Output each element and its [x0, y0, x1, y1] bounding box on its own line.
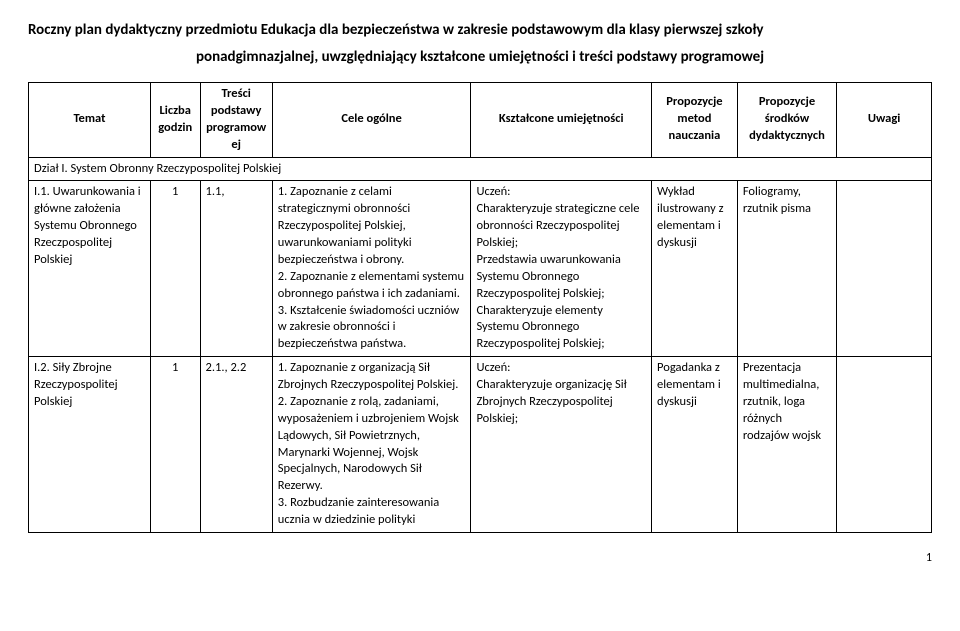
cell-uwagi [837, 357, 932, 533]
cell-srodki: Prezentacja multimedialna, rzutnik, loga… [737, 357, 836, 533]
header-metod: Propozycje metod nauczania [652, 83, 738, 158]
table-row: I.2. Siły Zbrojne Rzeczypospolitej Polsk… [29, 357, 932, 533]
table-header-row: Temat Liczba godzin Treści podstawy prog… [29, 83, 932, 158]
header-srodki: Propozycje środków dydaktycznych [737, 83, 836, 158]
page-number: 1 [28, 551, 932, 565]
header-cele: Cele ogólne [272, 83, 471, 158]
cell-godzin: 1 [150, 357, 200, 533]
document-subtitle: ponadgimnazjalnej, uwzględniający kształ… [28, 47, 932, 68]
cell-umie: Uczeń:Charakteryzuje organizację Sił Zbr… [471, 357, 652, 533]
cell-srodki: Foliogramy, rzutnik pisma [737, 181, 836, 357]
cell-tresci: 2.1., 2.2 [200, 357, 272, 533]
header-godzin: Liczba godzin [150, 83, 200, 158]
cell-uwagi [837, 181, 932, 357]
cell-temat: I.2. Siły Zbrojne Rzeczypospolitej Polsk… [29, 357, 151, 533]
table-row: I.1. Uwarunkowania i główne założenia Sy… [29, 181, 932, 357]
header-uwagi: Uwagi [837, 83, 932, 158]
header-temat: Temat [29, 83, 151, 158]
cell-godzin: 1 [150, 181, 200, 357]
cell-metod: Wykład ilustrowany z elementam i dyskusj… [652, 181, 738, 357]
cell-cele: 1. Zapoznanie z organizacją Sił Zbrojnyc… [272, 357, 471, 533]
header-umie: Kształcone umiejętności [471, 83, 652, 158]
section-title: Dział I. System Obronny Rzeczypospolitej… [29, 157, 932, 181]
cell-temat: I.1. Uwarunkowania i główne założenia Sy… [29, 181, 151, 357]
curriculum-table: Temat Liczba godzin Treści podstawy prog… [28, 82, 932, 533]
cell-tresci: 1.1, [200, 181, 272, 357]
cell-metod: Pogadanka z elementam i dyskusji [652, 357, 738, 533]
cell-umie: Uczeń:Charakteryzuje strategiczne cele o… [471, 181, 652, 357]
header-tresci: Treści podstawy programowej [200, 83, 272, 158]
document-title: Roczny plan dydaktyczny przedmiotu Eduka… [28, 20, 932, 41]
section-row: Dział I. System Obronny Rzeczypospolitej… [29, 157, 932, 181]
cell-cele: 1. Zapoznanie z celami strategicznymi ob… [272, 181, 471, 357]
